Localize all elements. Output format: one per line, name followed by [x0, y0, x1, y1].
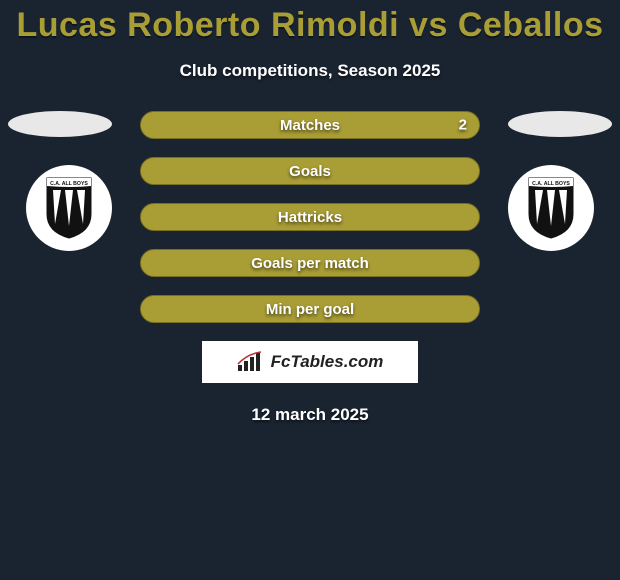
- stat-row-goals: Goals: [140, 157, 480, 185]
- stat-row-min-per-goal: Min per goal: [140, 295, 480, 323]
- shield-icon: C.A. ALL BOYS: [43, 176, 95, 240]
- comparison-area: C.A. ALL BOYS C.A. ALL BOYS Matches 2 Go…: [0, 111, 620, 425]
- stat-row-goals-per-match: Goals per match: [140, 249, 480, 277]
- stat-label: Min per goal: [266, 301, 354, 318]
- stat-label: Goals per match: [251, 255, 369, 272]
- stat-row-hattricks: Hattricks: [140, 203, 480, 231]
- club-badge-left: C.A. ALL BOYS: [26, 165, 112, 251]
- subtitle: Club competitions, Season 2025: [0, 61, 620, 81]
- source-logo[interactable]: FcTables.com: [202, 341, 418, 383]
- stat-label: Goals: [289, 163, 331, 180]
- stats-list: Matches 2 Goals Hattricks Goals per matc…: [140, 111, 480, 323]
- club-name-left: C.A. ALL BOYS: [50, 181, 88, 187]
- shield-icon: C.A. ALL BOYS: [525, 176, 577, 240]
- stat-right-value: 2: [459, 117, 467, 134]
- page-title: Lucas Roberto Rimoldi vs Ceballos: [0, 0, 620, 45]
- club-badge-right: C.A. ALL BOYS: [508, 165, 594, 251]
- date-label: 12 march 2025: [0, 405, 620, 425]
- player-photo-left: [8, 111, 112, 137]
- bar-chart-icon: [237, 351, 265, 373]
- player-photo-right: [508, 111, 612, 137]
- stat-label: Matches: [280, 117, 340, 134]
- club-name-right: C.A. ALL BOYS: [532, 181, 570, 187]
- logo-text: FcTables.com: [271, 352, 384, 372]
- stat-row-matches: Matches 2: [140, 111, 480, 139]
- stat-label: Hattricks: [278, 209, 342, 226]
